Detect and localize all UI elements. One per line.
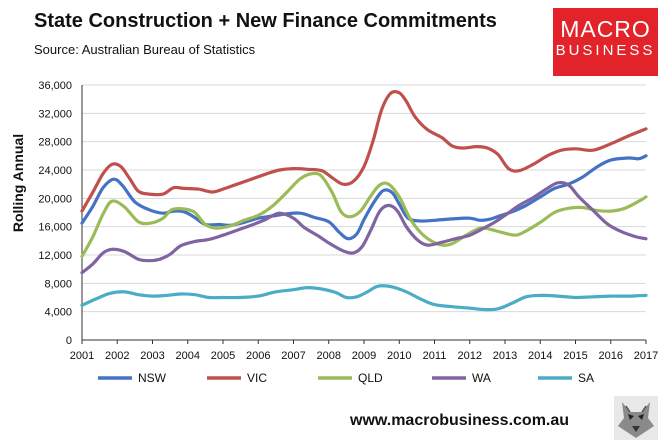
macrobusiness-logo: MACRO BUSINESS xyxy=(553,8,658,76)
x-axis-ticks: 2001 2002 2003 2004 2005 2006 2007 2008 2009 2010… xyxy=(70,350,658,362)
x-tick-label: 2016 xyxy=(599,350,623,362)
legend-label-nsw: NSW xyxy=(138,371,167,385)
series-line-vic xyxy=(80,90,648,213)
wolf-logo-icon xyxy=(614,396,658,440)
y-tick-label: 20,000 xyxy=(38,193,72,205)
logo-line-2: BUSINESS xyxy=(555,42,656,59)
website-url: www.macrobusiness.com.au xyxy=(350,412,570,429)
x-tick-label: 2004 xyxy=(176,350,200,362)
y-tick-label: 0 xyxy=(66,335,72,347)
legend-label-sa: SA xyxy=(578,371,594,385)
legend-label-qld: QLD xyxy=(358,371,383,385)
x-tick-label: 2017 xyxy=(634,350,658,362)
series-lines xyxy=(80,90,648,312)
x-tick-label: 2012 xyxy=(458,350,482,362)
series-line-qld xyxy=(80,171,648,258)
y-tick-label: 16,000 xyxy=(38,222,72,234)
y-tick-label: 12,000 xyxy=(38,250,72,262)
x-tick-label: 2002 xyxy=(105,350,129,362)
y-tick-label: 36,000 xyxy=(38,80,72,92)
x-tick-label: 2005 xyxy=(211,350,235,362)
series-line-nsw xyxy=(80,154,648,241)
series-line-sa xyxy=(80,284,648,312)
legend: NSW VIC QLD WA SA xyxy=(98,371,594,385)
gridlines xyxy=(82,84,646,313)
y-axis-label: Rolling Annual xyxy=(10,133,26,233)
x-tick-label: 2003 xyxy=(140,350,164,362)
chart-title: State Construction + New Finance Commitm… xyxy=(34,10,497,32)
x-tick-label: 2015 xyxy=(563,350,587,362)
legend-label-wa: WA xyxy=(472,371,491,385)
y-tick-label: 24,000 xyxy=(38,165,72,177)
x-tick-label: 2006 xyxy=(246,350,270,362)
logo-line-1: MACRO xyxy=(560,16,651,42)
x-tick-label: 2010 xyxy=(387,350,411,362)
x-tick-label: 2001 xyxy=(70,350,94,362)
x-tick-label: 2007 xyxy=(281,350,305,362)
series-line-wa xyxy=(80,180,648,275)
legend-label-vic: VIC xyxy=(247,371,267,385)
y-axis-ticks: 0 4,000 8,000 12,000 16,000 20,000 24,000 28,00… xyxy=(38,80,72,347)
x-tick-label: 2011 xyxy=(423,350,447,362)
x-tick-label: 2014 xyxy=(528,350,552,362)
chart-source: Source: Australian Bureau of Statistics xyxy=(34,42,256,57)
y-tick-label: 28,000 xyxy=(38,137,72,149)
y-tick-label: 32,000 xyxy=(38,108,72,120)
y-tick-label: 4,000 xyxy=(44,307,72,319)
x-tick-label: 2013 xyxy=(493,350,517,362)
x-tick-label: 2009 xyxy=(352,350,376,362)
x-tick-label: 2008 xyxy=(317,350,341,362)
y-tick-label: 8,000 xyxy=(44,278,72,290)
